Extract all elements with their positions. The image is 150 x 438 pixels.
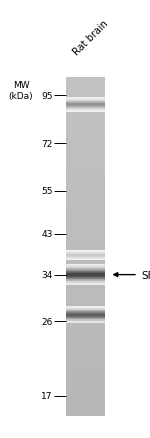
Bar [66, 279, 105, 280]
Bar [66, 105, 105, 106]
Bar [66, 315, 105, 316]
Bar [66, 98, 105, 99]
Text: 26: 26 [41, 317, 52, 326]
Bar [66, 100, 105, 101]
Bar [66, 271, 105, 272]
Bar [66, 269, 105, 270]
Bar [66, 108, 105, 109]
Bar [66, 281, 105, 282]
Text: MW
(kDa): MW (kDa) [9, 81, 33, 100]
Bar [66, 274, 105, 275]
Bar [66, 101, 105, 102]
Bar [66, 268, 105, 269]
Bar [66, 99, 105, 100]
Bar [66, 102, 105, 103]
Bar [66, 277, 105, 278]
Bar [66, 267, 105, 268]
Bar [66, 110, 105, 111]
Bar [66, 270, 105, 271]
Bar [66, 283, 105, 284]
Bar [66, 319, 105, 320]
Text: 43: 43 [41, 230, 52, 239]
Bar [66, 316, 105, 317]
Text: 55: 55 [41, 187, 52, 196]
Bar [66, 266, 105, 267]
Bar [66, 103, 105, 104]
Bar [66, 265, 105, 266]
Text: 34: 34 [41, 271, 52, 279]
Bar [66, 107, 105, 108]
Bar [66, 109, 105, 110]
Bar [66, 311, 105, 312]
Bar [66, 284, 105, 285]
Text: SF2: SF2 [141, 270, 150, 280]
Bar [66, 280, 105, 281]
Text: 95: 95 [41, 92, 52, 100]
Text: 17: 17 [41, 392, 52, 400]
Text: 72: 72 [41, 140, 52, 148]
Bar [66, 321, 105, 322]
Bar [66, 275, 105, 276]
Bar [66, 317, 105, 318]
Bar [66, 106, 105, 107]
Bar [66, 111, 105, 112]
Bar [66, 322, 105, 323]
Bar [66, 320, 105, 321]
Bar [66, 312, 105, 313]
Text: Rat brain: Rat brain [72, 18, 111, 57]
Bar [66, 323, 105, 324]
Bar [66, 112, 105, 113]
Bar [66, 309, 105, 310]
Bar [66, 313, 105, 314]
Bar [66, 272, 105, 273]
Bar [66, 314, 105, 315]
Bar [66, 282, 105, 283]
Bar [66, 104, 105, 105]
Bar [66, 278, 105, 279]
Bar [66, 318, 105, 319]
Bar [66, 308, 105, 309]
Bar [66, 276, 105, 277]
Bar [66, 273, 105, 274]
Bar [66, 310, 105, 311]
Bar [66, 307, 105, 308]
